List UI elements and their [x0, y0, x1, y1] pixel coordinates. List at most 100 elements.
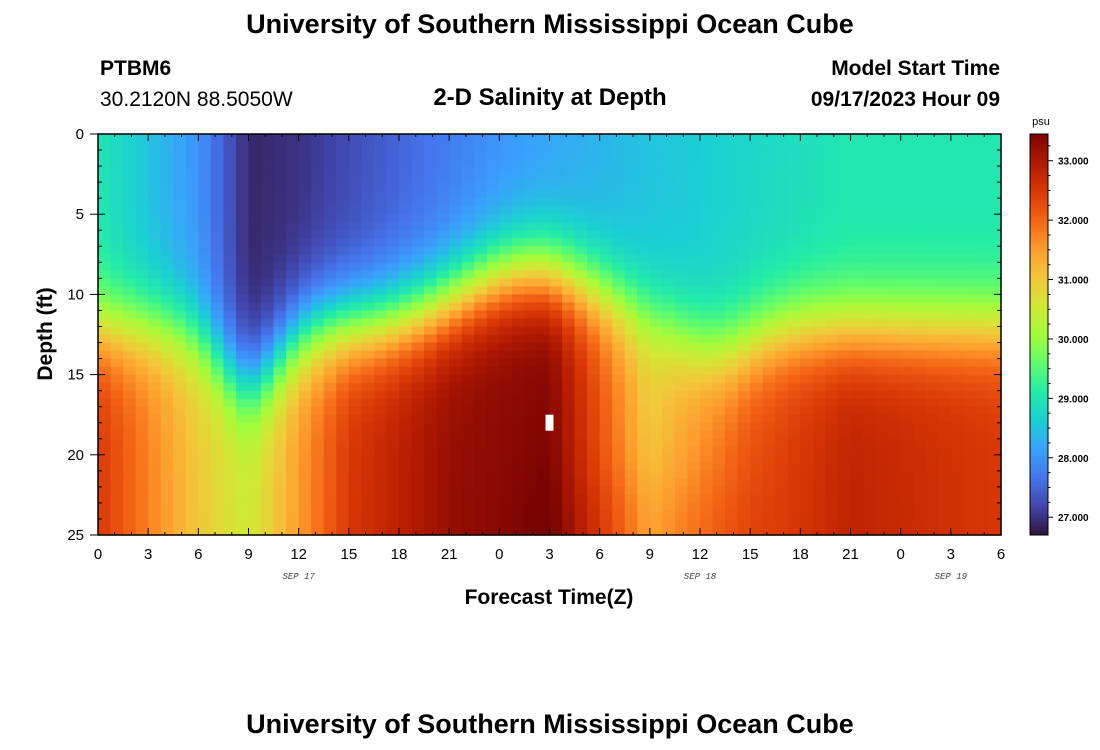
heatmap-cell — [950, 294, 964, 304]
heatmap-cell — [800, 262, 814, 271]
heatmap-cell — [787, 254, 801, 263]
heatmap-cell — [875, 494, 889, 504]
heatmap-cell — [850, 430, 864, 440]
heatmap-cell — [812, 462, 827, 472]
heatmap-cell — [950, 270, 964, 279]
heatmap-cell — [110, 390, 124, 400]
heatmap-cell — [875, 382, 889, 392]
heatmap-cell — [235, 246, 250, 255]
heatmap-cell — [436, 158, 450, 167]
heatmap-cell — [298, 134, 312, 143]
heatmap-cell — [210, 406, 225, 416]
heatmap-cell — [536, 182, 551, 191]
heatmap-cell — [160, 430, 174, 440]
heatmap-cell — [850, 222, 864, 231]
heatmap-cell — [687, 286, 701, 295]
heatmap-cell — [549, 518, 563, 528]
heatmap-cell — [612, 158, 626, 167]
heatmap-cell — [812, 502, 827, 512]
heatmap-cell — [261, 374, 275, 384]
heatmap-cell — [649, 278, 663, 287]
heatmap-cell — [273, 238, 287, 247]
heatmap-cell — [725, 358, 739, 368]
heatmap-cell — [737, 390, 751, 400]
heatmap-cell — [135, 318, 149, 328]
heatmap-cell — [637, 270, 651, 279]
heatmap-cell — [649, 446, 663, 456]
heatmap-cell — [98, 390, 112, 400]
heatmap-cell — [424, 510, 438, 520]
heatmap-cell — [649, 182, 663, 191]
heatmap-cell — [775, 182, 789, 191]
heatmap-cell — [273, 334, 287, 344]
heatmap-cell — [913, 390, 927, 400]
heatmap-cell — [975, 502, 990, 512]
heatmap-cell — [775, 150, 789, 159]
heatmap-cell — [637, 198, 651, 207]
heatmap-cell — [762, 350, 776, 360]
heatmap-cell — [674, 174, 689, 183]
heatmap-cell — [737, 222, 751, 231]
heatmap-cell — [261, 334, 275, 344]
heatmap-cell — [499, 414, 513, 424]
heatmap-cell — [436, 358, 450, 368]
heatmap-cell — [449, 214, 463, 223]
heatmap-cell — [474, 294, 488, 304]
heatmap-cell — [311, 406, 325, 416]
heatmap-cell — [248, 302, 262, 312]
heatmap-cell — [737, 182, 751, 191]
heatmap-cell — [261, 382, 275, 392]
colorbar-tick-label: 29.000 — [1058, 394, 1089, 405]
heatmap-cell — [624, 286, 638, 295]
heatmap-cell — [662, 462, 676, 472]
heatmap-cell — [399, 222, 413, 231]
heatmap-cell — [737, 158, 751, 167]
heatmap-cell — [461, 390, 475, 400]
heatmap-cell — [411, 326, 425, 336]
heatmap-cell — [449, 398, 463, 408]
heatmap-cell — [135, 190, 149, 199]
heatmap-cell — [98, 294, 112, 304]
heatmap-cell — [712, 382, 726, 392]
heatmap-cell — [210, 198, 225, 207]
heatmap-cell — [323, 222, 337, 231]
heatmap-cell — [223, 286, 237, 295]
heatmap-cell — [775, 374, 789, 384]
heatmap-cell — [173, 502, 187, 512]
heatmap-cell — [461, 270, 475, 279]
heatmap-cell — [461, 182, 475, 191]
heatmap-cell — [837, 350, 852, 360]
heatmap-cell — [411, 150, 425, 159]
heatmap-cell — [160, 142, 174, 151]
heatmap-cell — [298, 262, 312, 271]
heatmap-cell — [687, 206, 701, 215]
heatmap-cell — [386, 142, 400, 151]
heatmap-cell — [787, 526, 801, 536]
heatmap-cell — [800, 366, 814, 376]
heatmap-cell — [399, 174, 413, 183]
heatmap-cell — [536, 334, 551, 344]
heatmap-cell — [988, 286, 1002, 295]
heatmap-cell — [524, 342, 538, 352]
heatmap-cell — [913, 158, 927, 167]
heatmap-cell — [825, 158, 839, 167]
heatmap-cell — [261, 310, 275, 320]
heatmap-cell — [273, 142, 287, 151]
heatmap-cell — [160, 286, 174, 295]
heatmap-cell — [950, 374, 964, 384]
heatmap-cell — [850, 446, 864, 456]
heatmap-cell — [938, 246, 952, 255]
heatmap-cell — [336, 246, 350, 255]
heatmap-cell — [223, 518, 237, 528]
heatmap-cell — [524, 198, 538, 207]
heatmap-cell — [474, 254, 488, 263]
heatmap-cell — [775, 278, 789, 287]
heatmap-cell — [750, 214, 764, 223]
heatmap-cell — [286, 454, 300, 464]
heatmap-cell — [235, 454, 250, 464]
heatmap-cell — [223, 486, 237, 496]
heatmap-cell — [925, 350, 939, 360]
heatmap-cell — [110, 478, 124, 488]
heatmap-cell — [486, 350, 500, 360]
heatmap-cell — [913, 166, 927, 175]
